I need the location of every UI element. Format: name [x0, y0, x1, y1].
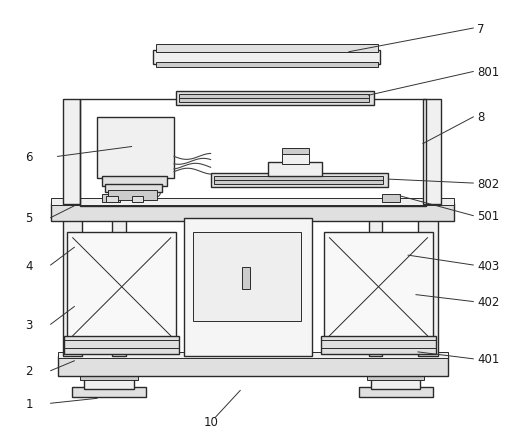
Text: 4: 4	[25, 259, 33, 272]
Bar	[57, 352, 448, 358]
Bar	[73, 387, 147, 397]
Bar	[382, 194, 400, 203]
Bar	[321, 336, 436, 354]
Bar	[211, 174, 388, 187]
Bar	[64, 336, 179, 354]
Bar	[97, 118, 174, 179]
Text: 10: 10	[203, 415, 218, 427]
Bar	[102, 194, 120, 203]
Text: 5: 5	[25, 212, 33, 224]
Bar	[51, 198, 454, 205]
Bar	[367, 374, 424, 380]
Bar	[63, 100, 80, 204]
Text: 6: 6	[25, 150, 33, 163]
Bar	[370, 378, 420, 390]
Bar	[112, 218, 126, 356]
Bar	[105, 184, 162, 193]
Bar	[213, 177, 383, 184]
Bar	[282, 153, 309, 165]
Bar	[51, 203, 454, 221]
Bar	[80, 374, 138, 380]
Text: 2: 2	[25, 364, 33, 377]
Bar	[156, 62, 379, 68]
Bar	[359, 387, 433, 397]
Text: 501: 501	[477, 210, 499, 223]
Bar	[423, 100, 441, 204]
Text: 7: 7	[477, 22, 485, 35]
Bar	[106, 197, 118, 203]
Bar	[193, 233, 301, 322]
Text: 402: 402	[477, 295, 499, 308]
Bar	[132, 197, 143, 203]
Text: 403: 403	[477, 259, 499, 272]
Text: 802: 802	[477, 177, 499, 190]
Bar	[369, 218, 382, 356]
Bar	[176, 92, 373, 106]
Text: 1: 1	[25, 397, 33, 410]
Bar	[268, 163, 322, 177]
Bar	[156, 45, 379, 52]
Bar	[84, 378, 134, 390]
Text: 401: 401	[477, 353, 499, 366]
Bar	[242, 267, 250, 289]
Bar	[184, 218, 312, 356]
Bar	[80, 100, 426, 206]
Text: 8: 8	[477, 111, 485, 124]
Text: 801: 801	[477, 66, 499, 79]
Bar	[102, 177, 167, 187]
Bar	[153, 51, 380, 64]
Bar	[418, 218, 438, 356]
Bar	[324, 233, 433, 341]
Bar	[63, 218, 82, 356]
Bar	[57, 356, 448, 376]
Bar	[108, 190, 157, 200]
Bar	[282, 149, 309, 155]
Text: 3: 3	[25, 318, 33, 331]
Bar	[67, 233, 176, 341]
Bar	[179, 95, 369, 103]
